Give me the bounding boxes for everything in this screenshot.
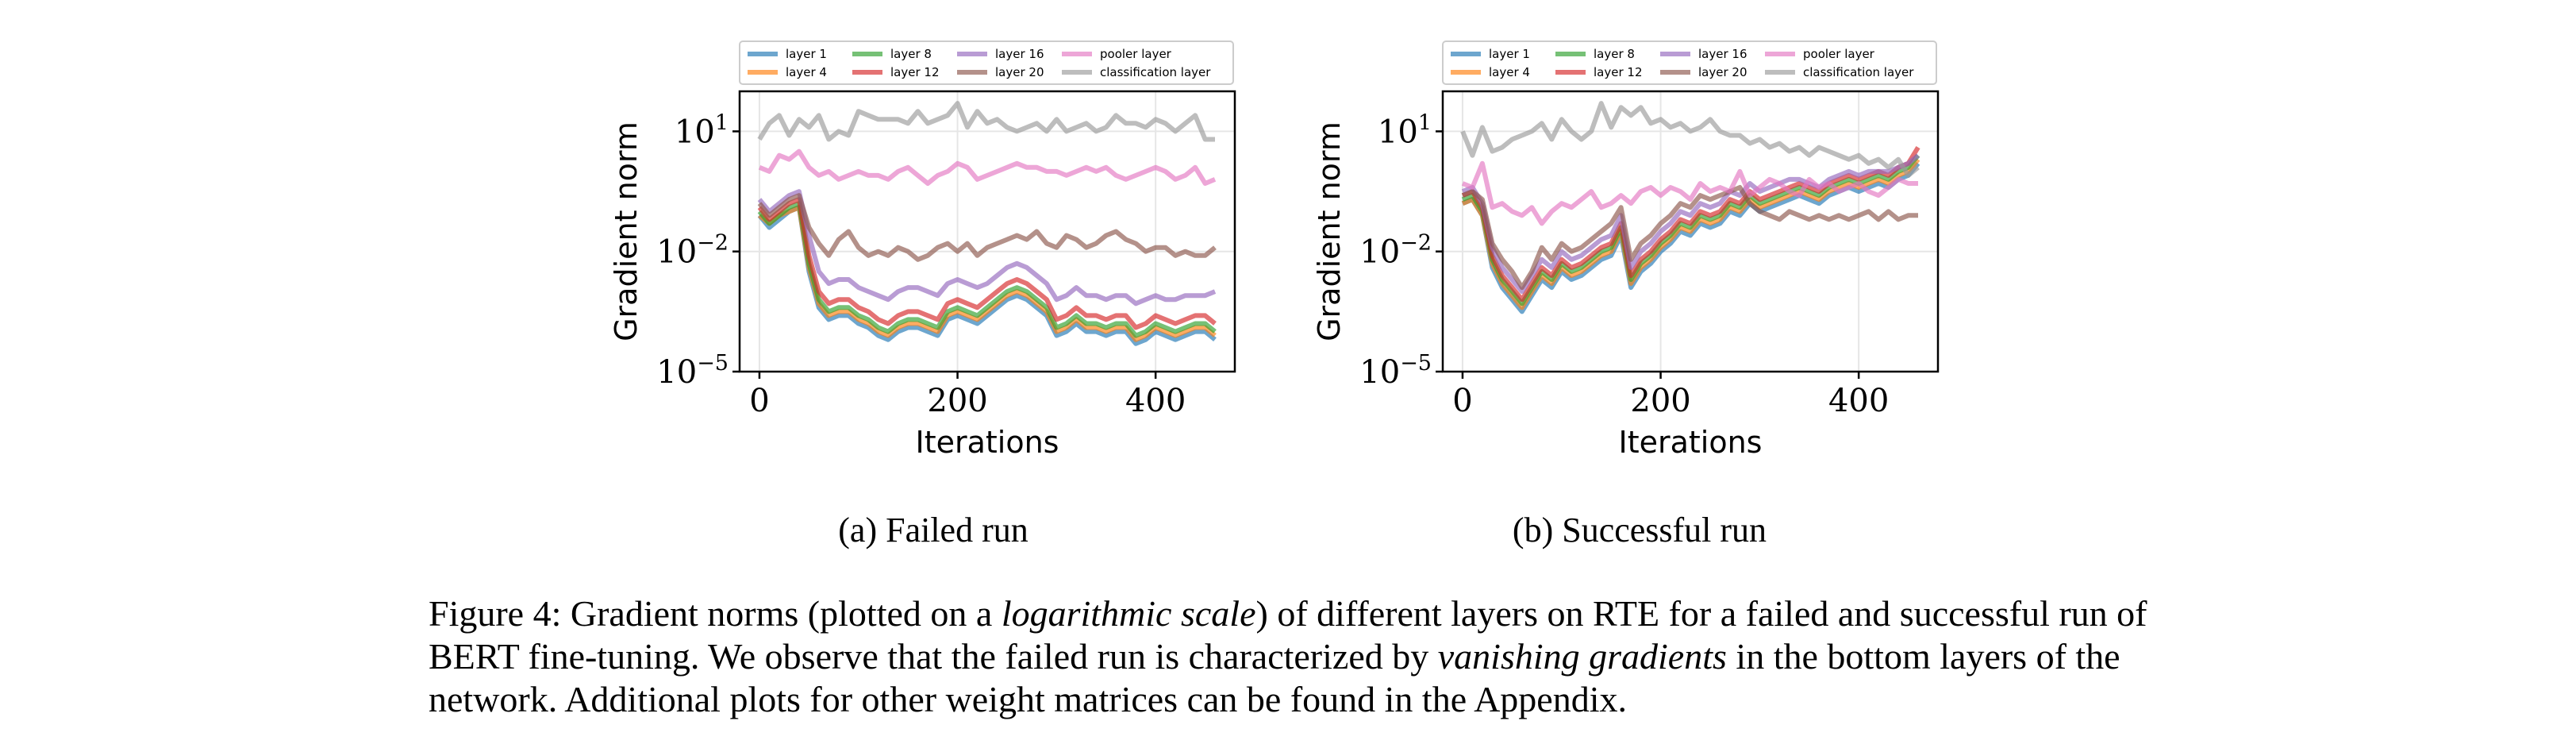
y-tick-label: 10−5 [656, 351, 729, 391]
chart-successful-run: 0 200 400 10−5 10−2 101 Iterations Gradient nor… [1312, 40, 1940, 460]
x-tick-label: 200 [927, 383, 987, 419]
legend-label: layer 16 [1698, 47, 1747, 61]
subcaption-failed-run: (a) Failed run [838, 511, 1028, 549]
legend-label: layer 12 [890, 65, 940, 79]
series-line-layer-20 [757, 193, 1217, 262]
caption-text-3: in the bottom layers of the network. Add… [429, 636, 2120, 719]
y-tick-label: 10−2 [656, 231, 729, 271]
y-tick-label: 10−2 [1359, 231, 1432, 271]
caption-emphasis-1: logarithmic scale [1001, 593, 1256, 634]
series-line-layer-12 [1461, 146, 1920, 303]
x-tick-label: 400 [1125, 383, 1186, 419]
legend-label: layer 20 [1698, 65, 1747, 79]
legend-label: pooler layer [1803, 47, 1875, 61]
legend: layer 1 layer 4 layer 8 layer 12 layer 16 lay… [1442, 40, 1937, 85]
caption-text-2: ) of different layers on RTE for a faile… [429, 593, 2147, 677]
legend-label: layer 4 [1489, 65, 1530, 79]
x-tick-label: 0 [1452, 383, 1472, 419]
legend-label: layer 8 [1594, 47, 1635, 61]
series-line-layer-20 [1461, 185, 1918, 291]
y-axis-label: Gradient norm [1312, 121, 1347, 341]
legend-label: layer 8 [890, 47, 932, 61]
series-line-layer-16 [1461, 153, 1920, 295]
y-axis-label: Gradient norm [609, 121, 644, 341]
legend-label: layer 1 [1489, 47, 1530, 61]
figure-caption: Figure 4: Gradient norms (plotted on a l… [429, 592, 2159, 721]
plot-frame [1441, 90, 1940, 373]
series-line-pooler-layer [1461, 160, 1918, 226]
series-line-layer-8 [757, 201, 1217, 338]
series-line-pooler-layer [758, 148, 1217, 186]
caption-text-1: Figure 4: Gradient norms (plotted on a [429, 593, 1002, 634]
caption-emphasis-2: vanishing gradients [1437, 636, 1727, 677]
plot-frame [738, 90, 1236, 373]
series-line-layer-12 [757, 197, 1217, 330]
legend-label: pooler layer [1100, 47, 1172, 61]
series-line-classification-layer [757, 101, 1215, 142]
series-line-layer-16 [757, 189, 1217, 307]
legend-label: layer 1 [786, 47, 827, 61]
y-tick-label: 101 [1378, 110, 1432, 150]
legend-label: layer 16 [995, 47, 1044, 61]
series-line-layer-4 [758, 205, 1217, 342]
subcaption-successful-run: (b) Successful run [1512, 511, 1767, 549]
legend-label: classification layer [1803, 65, 1914, 79]
x-tick-label: 200 [1630, 383, 1690, 419]
series-line-classification-layer [1460, 101, 1920, 178]
legend-label: layer 12 [1594, 65, 1643, 79]
x-axis-label: Iterations [1619, 425, 1763, 460]
y-tick-label: 101 [675, 110, 729, 150]
chart-failed-run: 0 200 400 10−5 10−2 101 Iterations Gradient nor… [609, 40, 1236, 460]
legend-label: classification layer [1100, 65, 1211, 79]
x-tick-label: 0 [749, 383, 769, 419]
legend: layer 1 layer 4 layer 8 layer 12 layer 16 lay… [739, 40, 1234, 85]
x-axis-label: Iterations [916, 425, 1059, 460]
series-line-layer-1 [757, 205, 1217, 346]
y-tick-label: 10−5 [1359, 351, 1432, 391]
x-tick-label: 400 [1828, 383, 1889, 419]
legend-label: layer 20 [995, 65, 1044, 79]
legend-label: layer 4 [786, 65, 827, 79]
